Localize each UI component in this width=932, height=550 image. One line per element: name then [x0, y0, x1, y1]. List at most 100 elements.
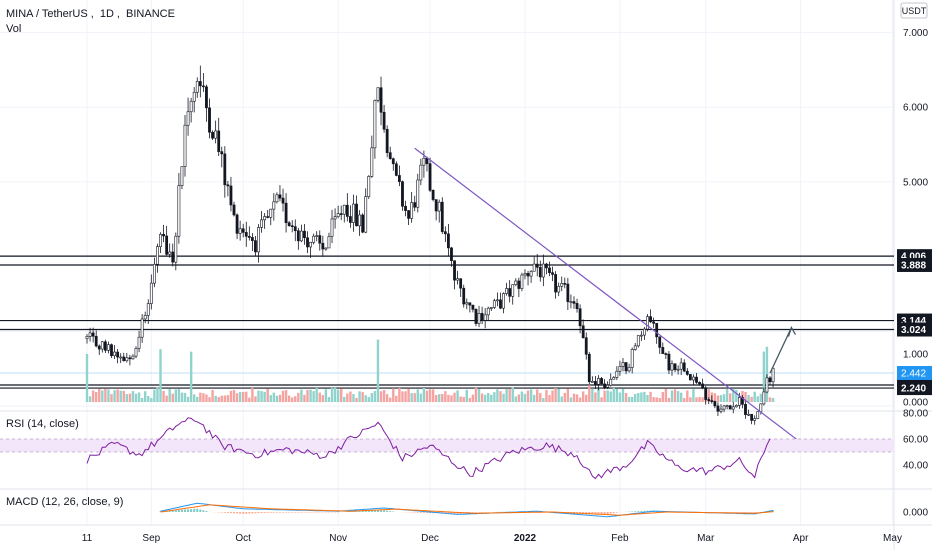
candle[interactable] — [293, 219, 297, 242]
candle[interactable] — [587, 351, 591, 384]
candle[interactable] — [94, 330, 98, 348]
candle[interactable] — [410, 192, 414, 223]
candle[interactable] — [140, 313, 144, 343]
candle[interactable] — [685, 368, 689, 376]
candle[interactable] — [394, 161, 398, 177]
candle[interactable] — [639, 331, 643, 341]
candle[interactable] — [636, 335, 640, 348]
candle[interactable] — [159, 232, 162, 254]
candle[interactable] — [474, 308, 478, 327]
candle[interactable] — [330, 209, 334, 244]
candle[interactable] — [367, 175, 371, 200]
candle[interactable] — [713, 400, 717, 409]
candle[interactable] — [508, 280, 512, 303]
candle[interactable] — [247, 226, 251, 241]
candle[interactable] — [560, 276, 564, 292]
candle[interactable] — [747, 409, 750, 417]
candle[interactable] — [336, 205, 340, 219]
candle[interactable] — [407, 210, 410, 226]
candle[interactable] — [431, 189, 435, 202]
rsi-pane[interactable] — [0, 417, 894, 480]
candle[interactable] — [333, 208, 337, 229]
candle[interactable] — [440, 197, 444, 235]
candle[interactable] — [226, 180, 230, 197]
candle[interactable] — [235, 213, 239, 240]
candle[interactable] — [624, 362, 628, 375]
candle[interactable] — [250, 233, 254, 251]
candle[interactable] — [370, 135, 374, 178]
candle[interactable] — [477, 305, 481, 328]
candle[interactable] — [272, 193, 276, 221]
candle[interactable] — [327, 232, 331, 249]
candle[interactable] — [152, 257, 156, 288]
candlesticks[interactable] — [85, 65, 775, 425]
drawings[interactable] — [414, 147, 808, 448]
candle[interactable] — [594, 376, 597, 389]
candle[interactable] — [281, 188, 285, 212]
candle[interactable] — [146, 299, 150, 324]
candle[interactable] — [471, 304, 475, 313]
candle[interactable] — [299, 224, 303, 243]
candle[interactable] — [492, 298, 496, 310]
candle[interactable] — [734, 404, 738, 408]
candle[interactable] — [382, 104, 386, 133]
candle[interactable] — [744, 401, 747, 419]
candle[interactable] — [113, 345, 116, 360]
candle[interactable] — [643, 327, 646, 340]
candle[interactable] — [388, 146, 392, 160]
candle[interactable] — [499, 292, 502, 310]
candle[interactable] — [459, 278, 463, 297]
candle[interactable] — [731, 401, 735, 414]
candle[interactable] — [198, 65, 202, 98]
candle[interactable] — [719, 404, 723, 414]
candle[interactable] — [404, 200, 407, 217]
candle[interactable] — [572, 296, 576, 309]
candle[interactable] — [710, 395, 714, 404]
candle[interactable] — [107, 341, 110, 354]
candle[interactable] — [563, 277, 567, 289]
candle[interactable] — [361, 213, 365, 234]
macd-line[interactable] — [160, 502, 774, 518]
current-price-badge[interactable]: 2.442 — [897, 365, 932, 380]
candle[interactable] — [630, 347, 634, 374]
candle[interactable] — [110, 343, 113, 358]
candle[interactable] — [615, 366, 619, 381]
price-level-badge[interactable]: 3.024 — [897, 322, 932, 337]
candle[interactable] — [575, 298, 579, 313]
rsi-line[interactable] — [86, 417, 771, 480]
candle[interactable] — [364, 188, 368, 234]
candle[interactable] — [465, 298, 469, 310]
candle[interactable] — [180, 166, 184, 190]
candle[interactable] — [352, 194, 355, 232]
candle[interactable] — [419, 158, 423, 186]
candle[interactable] — [707, 397, 711, 405]
candle[interactable] — [704, 385, 708, 405]
candle[interactable] — [569, 294, 573, 309]
candle[interactable] — [453, 260, 456, 290]
candle[interactable] — [223, 146, 227, 198]
candle[interactable] — [100, 340, 104, 353]
candle[interactable] — [557, 282, 561, 297]
candle[interactable] — [450, 246, 453, 267]
candle[interactable] — [192, 87, 196, 113]
candle[interactable] — [358, 210, 361, 236]
candle[interactable] — [143, 311, 147, 324]
candle[interactable] — [321, 235, 325, 257]
candle[interactable] — [131, 354, 135, 360]
candle[interactable] — [303, 223, 306, 245]
candle[interactable] — [168, 243, 172, 258]
candle[interactable] — [646, 313, 649, 332]
candle[interactable] — [275, 192, 279, 204]
candle[interactable] — [581, 319, 585, 339]
candle[interactable] — [318, 230, 322, 251]
candle[interactable] — [688, 374, 692, 381]
candle[interactable] — [128, 354, 132, 366]
candle[interactable] — [609, 373, 613, 387]
candle[interactable] — [208, 98, 211, 139]
candle[interactable] — [214, 120, 218, 144]
candle[interactable] — [201, 73, 205, 92]
candle[interactable] — [554, 271, 558, 299]
candle[interactable] — [756, 411, 760, 420]
candle[interactable] — [260, 210, 263, 233]
candle[interactable] — [443, 226, 447, 243]
